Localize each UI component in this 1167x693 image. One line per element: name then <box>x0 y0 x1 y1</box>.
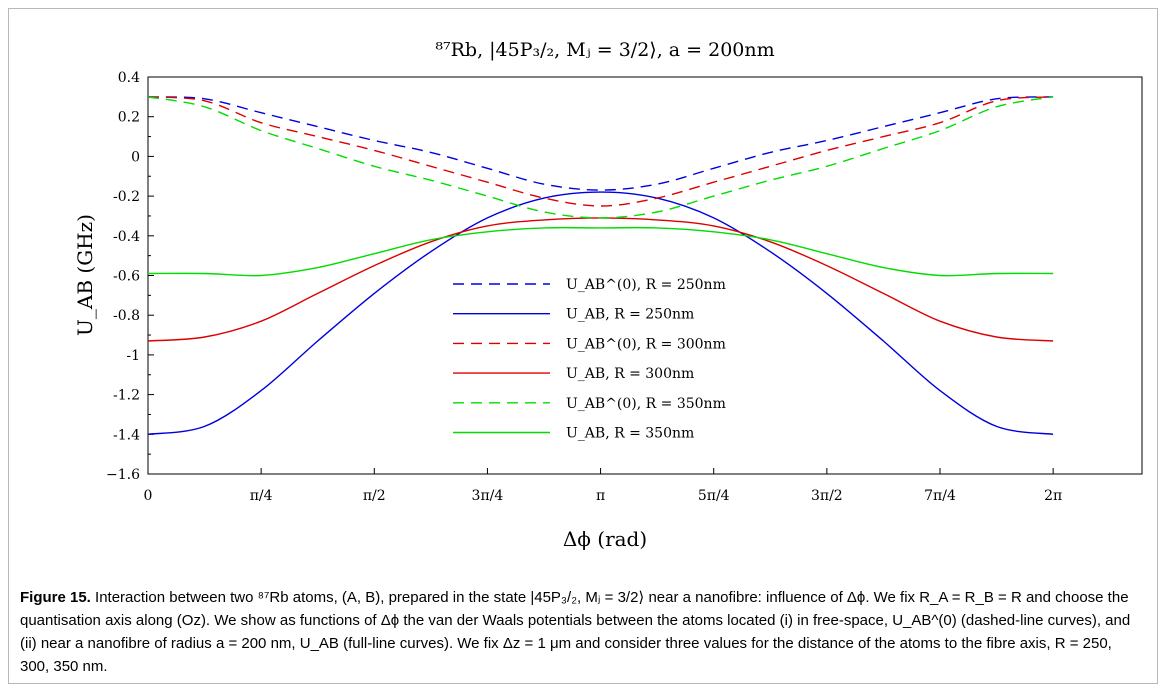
series-line-1 <box>147 96 1054 191</box>
x-tick-label: 0 <box>144 488 153 504</box>
legend-entry-4: U_AB, R = 300nm <box>566 366 694 382</box>
figure-caption: Figure 15. Interaction between two ⁸⁷Rb … <box>20 586 1145 678</box>
caption-label: Figure 15. <box>20 589 91 606</box>
legend: U_AB^(0), R = 250nm U_AB, R = 250nm U_AB^(… <box>453 277 726 442</box>
x-axis: 0 π/4 π/2 3π/4 π 5π/4 3π/2 7π/4 2π <box>144 468 1062 504</box>
x-tick-label: 3π/2 <box>811 488 843 504</box>
y-tick-label: 0.4 <box>118 70 140 86</box>
series-line-6 <box>147 226 1054 277</box>
y-tick-label: -0.4 <box>113 229 140 245</box>
y-axis-title: U_AB (GHz) <box>73 214 97 336</box>
y-tick-label: 0.2 <box>118 110 140 126</box>
y-tick-label: −1.6 <box>106 467 140 483</box>
legend-entry-3: U_AB^(0), R = 300nm <box>566 336 726 352</box>
chart-title: ⁸⁷Rb, |45P₃/₂, Mⱼ = 3/2⟩, a = 200nm <box>435 39 774 61</box>
x-tick-label: 7π/4 <box>924 488 956 504</box>
caption-text: Interaction between two ⁸⁷Rb atoms, (A, … <box>20 589 1131 675</box>
legend-entry-6: U_AB, R = 350nm <box>566 426 694 442</box>
y-tick-label: -0.2 <box>113 189 140 205</box>
series-line-5 <box>147 96 1054 219</box>
y-tick-label: -1.2 <box>113 388 140 404</box>
y-tick-label: -0.8 <box>113 308 140 324</box>
y-tick-label: 0 <box>131 149 140 165</box>
legend-entry-2: U_AB, R = 250nm <box>566 307 694 323</box>
y-tick-label: -1.4 <box>113 427 140 443</box>
x-tick-label: 3π/4 <box>472 488 504 504</box>
series-line-3 <box>147 96 1054 207</box>
y-axis: 0.4 0.2 0 -0.2 -0.4 -0.6 -0.8 -1 -1.2 -1.4 −1.6 <box>106 70 154 483</box>
x-tick-label: 2π <box>1044 488 1062 504</box>
x-tick-label: π <box>596 488 605 504</box>
legend-entry-1: U_AB^(0), R = 250nm <box>566 277 726 293</box>
x-tick-label: 5π/4 <box>698 488 730 504</box>
x-tick-label: π/4 <box>250 488 273 504</box>
series-line-2 <box>147 191 1054 435</box>
figure-frame <box>8 8 1158 684</box>
plot-frame <box>147 76 1143 475</box>
x-axis-title: Δϕ (rad) <box>563 527 647 551</box>
y-tick-label: -0.6 <box>113 269 140 285</box>
x-tick-label: π/2 <box>363 488 386 504</box>
legend-entry-5: U_AB^(0), R = 350nm <box>566 396 726 412</box>
y-tick-label: -1 <box>126 348 140 364</box>
series-layer <box>147 96 1054 435</box>
